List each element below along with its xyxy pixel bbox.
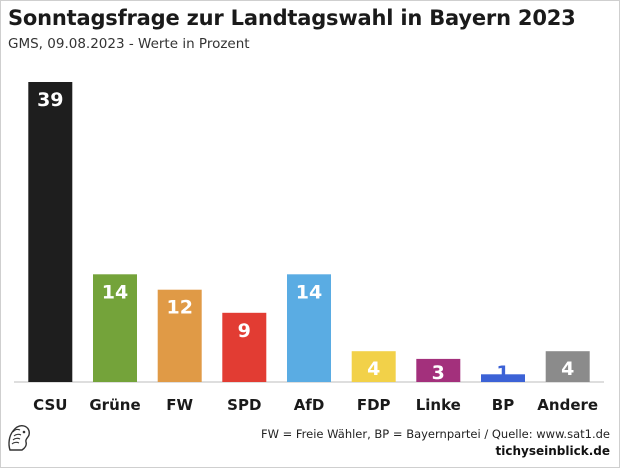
value-label-bp: 1	[496, 362, 509, 384]
value-label-fdp: 4	[367, 358, 380, 380]
category-label-andere: Andere	[537, 396, 598, 414]
value-label-fw: 12	[166, 297, 192, 319]
category-label-fdp: FDP	[357, 396, 391, 414]
category-label-spd: SPD	[227, 396, 261, 414]
bar-afd	[287, 274, 331, 382]
bar-spd	[222, 312, 267, 382]
bar-csu	[28, 82, 73, 382]
bar-grüne	[93, 274, 137, 382]
chart-title: Sonntagsfrage zur Landtagswahl in Bayern…	[8, 6, 576, 30]
bar-bp	[481, 374, 525, 382]
category-label-csu: CSU	[33, 396, 67, 414]
chart-subtitle: GMS, 09.08.2023 - Werte in Prozent	[8, 36, 250, 52]
category-label-fw: FW	[166, 396, 193, 414]
bar-fw	[157, 289, 202, 382]
category-label-afd: AfD	[294, 396, 325, 414]
brand-label: tichyseinblick.de	[495, 444, 610, 458]
lion-head-icon	[6, 420, 32, 458]
bar-linke	[416, 358, 461, 382]
bar-fdp	[351, 351, 396, 382]
category-label-bp: BP	[492, 396, 514, 414]
category-label-linke: Linke	[416, 396, 461, 414]
value-label-grüne: 14	[102, 281, 128, 303]
footer-note: FW = Freie Wähler, BP = Bayernpartei / Q…	[260, 427, 610, 441]
value-label-andere: 4	[561, 358, 574, 380]
value-label-afd: 14	[296, 281, 322, 303]
value-label-spd: 9	[238, 320, 251, 342]
bar-andere	[545, 351, 590, 382]
value-label-linke: 3	[432, 362, 445, 384]
category-label-grüne: Grüne	[89, 396, 140, 414]
value-label-csu: 39	[37, 89, 63, 111]
